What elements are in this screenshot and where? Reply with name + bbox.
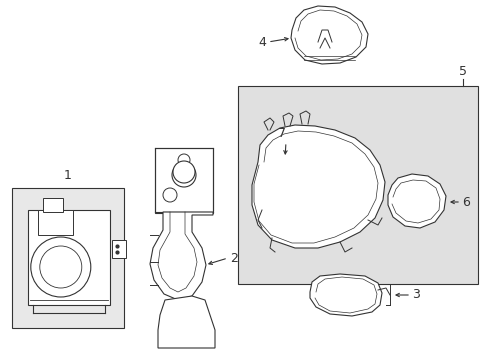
Circle shape [40, 246, 81, 288]
Bar [38, 210, 73, 235]
Bar [12, 188, 124, 328]
Circle shape [172, 163, 196, 187]
Text: 4: 4 [258, 36, 265, 49]
Circle shape [173, 161, 195, 183]
Polygon shape [158, 296, 215, 348]
Circle shape [163, 188, 177, 202]
Text: 2: 2 [229, 252, 237, 265]
Bar [155, 148, 213, 213]
Bar [28, 210, 110, 305]
Text: 3: 3 [411, 288, 419, 302]
Text: 6: 6 [461, 195, 469, 208]
Bar [43, 198, 63, 212]
Polygon shape [309, 274, 381, 316]
Bar [112, 240, 126, 258]
Bar [238, 86, 477, 284]
Text: 1: 1 [64, 169, 72, 182]
Polygon shape [387, 174, 445, 228]
Polygon shape [290, 6, 367, 64]
Circle shape [31, 237, 91, 297]
Polygon shape [251, 125, 384, 248]
Text: 5: 5 [458, 65, 466, 78]
Text: 7: 7 [278, 127, 285, 140]
Polygon shape [150, 212, 213, 300]
Circle shape [178, 154, 190, 166]
